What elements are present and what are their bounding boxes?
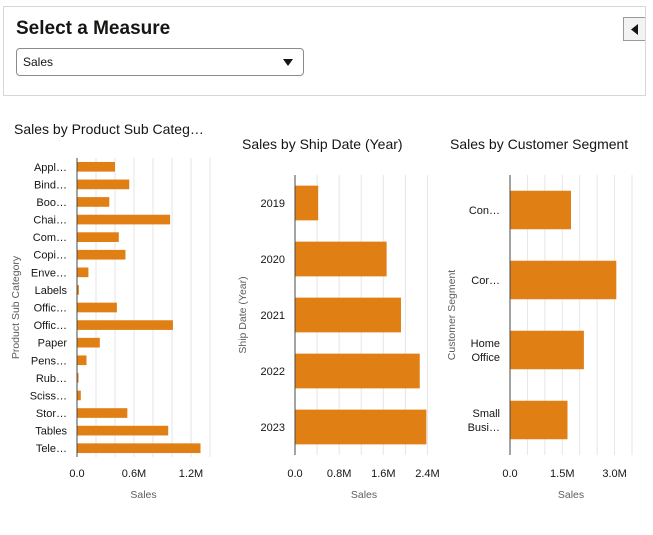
category-label: Boo… [36,197,67,209]
category-label: Office [471,352,500,364]
x-axis-title: Sales [558,489,584,501]
measure-select-value: Sales [23,55,54,69]
y-axis-title: Customer Segment [446,270,458,361]
caret-down-icon [283,59,293,66]
triangle-left-icon [631,24,638,35]
category-label: 2019 [261,198,285,210]
category-label: Tables [35,426,67,438]
chart-sales-by-customer-segment: Con… Cor… Home Office Small Busi… 0.0 1.5M 3.0M S… [446,175,633,501]
x-tick-label: 1.5M [550,468,574,480]
x-tick-label: 0.6M [122,468,146,480]
x-tick-label: 1.2M [179,468,203,480]
bar[interactable] [295,297,401,333]
chart-title-customer-segment: Sales by Customer Segment [450,136,629,152]
x-tick-label: 2.4M [415,468,439,480]
category-label: Enve… [31,267,67,279]
bar[interactable] [77,285,79,295]
filter-title: Select a Measure [16,18,171,39]
category-label: 2023 [261,422,285,434]
category-label: Small [472,408,500,420]
collapse-panel-button[interactable] [623,17,645,41]
x-tick-label: 0.0 [287,468,302,480]
category-label: Bind… [34,179,67,191]
chart-sales-by-sub-category: Appl… Bind… Boo… Chai… Com… Copi… Enve… Labels O… [10,158,211,501]
bar[interactable] [77,267,89,278]
bar[interactable] [510,400,568,440]
bar[interactable] [77,425,169,436]
x-tick-label: 1.6M [371,468,395,480]
bar[interactable] [77,197,110,207]
x-axis-title: Sales [351,489,377,501]
category-label: Com… [33,232,67,244]
category-label: 2020 [261,254,285,266]
x-axis-title: Sales [130,489,156,501]
category-label: Offic… [34,303,67,315]
category-label: Chai… [33,215,67,227]
filter-panel: Select a Measure Sales [3,6,646,96]
category-label: Busi… [468,422,500,434]
bar[interactable] [77,249,126,260]
category-label: Copi… [33,250,67,262]
category-label: Pens… [31,355,67,367]
category-label: Sciss… [30,390,67,402]
bar[interactable] [77,355,87,366]
x-tick-label: 0.0 [502,468,517,480]
bar[interactable] [77,320,173,330]
bar[interactable] [77,161,115,172]
bar[interactable] [77,408,128,418]
bar[interactable] [295,241,387,277]
bar[interactable] [510,330,584,370]
category-label: 2022 [261,366,285,378]
category-label: Appl… [34,162,67,174]
bar[interactable] [295,185,319,221]
category-label: Rub… [36,373,67,385]
y-axis-title: Product Sub Category [10,255,22,359]
category-label: Paper [38,338,68,350]
bar[interactable] [77,337,100,348]
category-label: Con… [469,205,500,217]
category-label: 2021 [261,310,285,322]
bar[interactable] [510,190,571,230]
category-label: Labels [35,285,68,297]
bar[interactable] [77,302,117,313]
chart-title-sub-category: Sales by Product Sub Categ… [14,121,204,137]
bar[interactable] [77,179,130,190]
category-label: Stor… [36,408,67,420]
measure-select[interactable]: Sales [16,48,304,76]
bar[interactable] [77,214,171,225]
bar[interactable] [295,353,420,389]
x-tick-label: 3.0M [602,468,626,480]
x-tick-label: 0.0 [69,468,84,480]
bar[interactable] [510,260,617,300]
chart-title-ship-date: Sales by Ship Date (Year) [242,136,403,152]
bar[interactable] [77,232,119,242]
y-axis-title: Ship Date (Year) [237,276,249,353]
bar[interactable] [77,443,201,454]
category-label: Home [471,338,500,350]
bar[interactable] [295,409,427,445]
category-label: Cor… [471,275,500,287]
x-tick-label: 0.8M [327,468,351,480]
chart-sales-by-ship-date: 2019 2020 2021 2022 2023 0.0 0.8M 1.6M 2.4M Sales… [237,175,440,501]
category-label: Tele… [36,443,67,455]
bar[interactable] [77,390,81,401]
category-label: Offic… [34,320,67,332]
bar[interactable] [77,373,79,383]
